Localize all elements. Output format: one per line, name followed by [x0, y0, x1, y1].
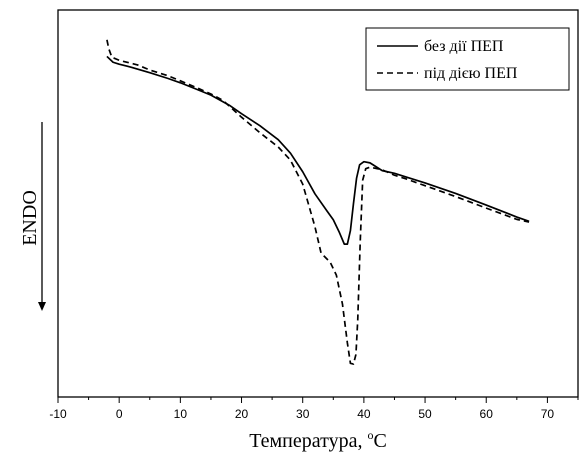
x-axis-ticks: -10 0 10 20 30 40 50 60 70 [49, 397, 579, 421]
endo-arrow-head [38, 302, 46, 311]
x-tick-label: 60 [480, 407, 494, 421]
x-tick-label: 0 [116, 407, 123, 421]
series-lines [106, 39, 530, 365]
series-line-with-pep [106, 39, 530, 365]
x-axis-label-main: Температура, [249, 430, 367, 452]
series-line-without-pep [106, 55, 530, 245]
x-axis-label-unit: C [373, 430, 386, 452]
x-tick-label: -10 [49, 407, 67, 421]
legend-label-solid: без дії ПЕП [424, 38, 504, 55]
legend-label-dashed: під дією ПЕП [424, 65, 518, 82]
x-tick-label: 50 [418, 407, 432, 421]
y-axis-label: ENDO [19, 190, 41, 246]
legend-box [365, 27, 570, 91]
legend: без дії ПЕП під дією ПЕП [365, 27, 570, 91]
plot-frame [57, 9, 579, 398]
x-axis-label-degree: o [367, 428, 373, 442]
x-axis-label: Температура, oC [249, 428, 387, 452]
endo-arrow [38, 122, 46, 311]
x-tick-label: 20 [235, 407, 249, 421]
x-tick-label: 70 [541, 407, 555, 421]
x-tick-label: 10 [174, 407, 188, 421]
x-tick-label: 30 [296, 407, 310, 421]
x-tick-label: 40 [357, 407, 371, 421]
